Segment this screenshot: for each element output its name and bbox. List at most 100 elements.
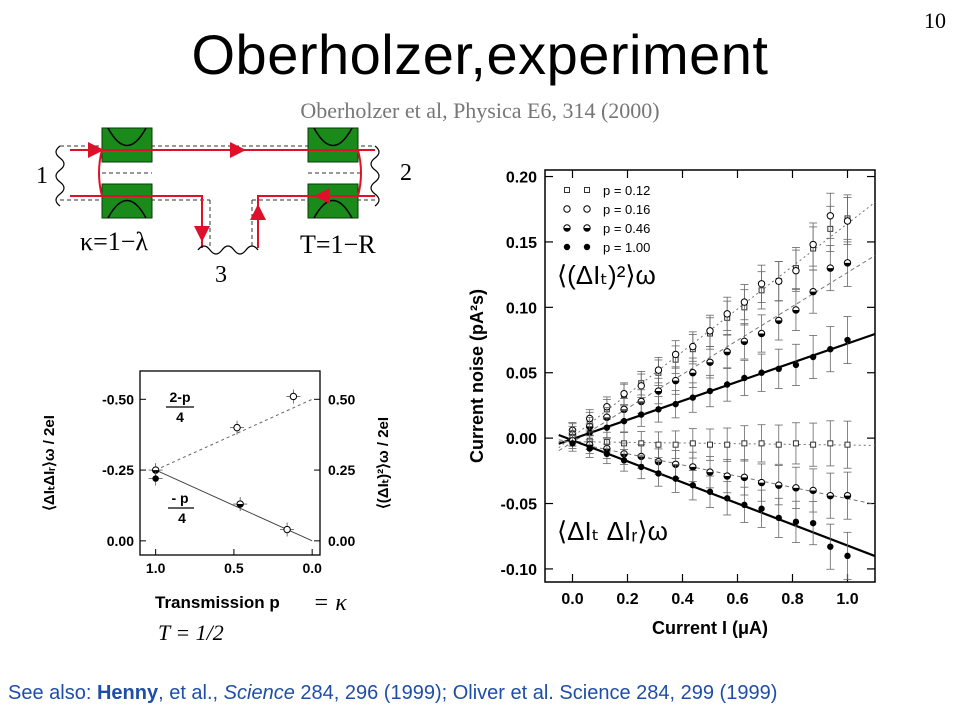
legend-label: p = 0.12 xyxy=(603,183,650,198)
data-point xyxy=(844,552,851,560)
data-point xyxy=(843,217,852,225)
annotation-crosscorrelation: ⟨ΔIₜ ΔIᵣ⟩ω xyxy=(557,516,668,546)
data-point xyxy=(844,336,851,344)
data-point xyxy=(637,382,645,390)
x-axis-label: Transmission p xyxy=(155,593,280,612)
footer-ref: 284, 296 (1999); Oliver et al. Science 2… xyxy=(294,682,778,704)
data-point xyxy=(620,457,628,464)
x-tick-label: 0.2 xyxy=(616,591,638,608)
series-p-0-16 xyxy=(568,192,852,439)
y-tick-label-right: 0.25 xyxy=(328,462,355,478)
data-point xyxy=(775,365,782,373)
data-point xyxy=(827,440,834,447)
x-tick-label: 0.4 xyxy=(671,591,693,608)
data-point xyxy=(723,310,731,318)
slide-number: 10 xyxy=(924,8,946,33)
data-point xyxy=(792,518,800,526)
terminal-2-label: 2 xyxy=(400,160,412,186)
data-point xyxy=(689,463,697,471)
kappa-label: κ=1−λ xyxy=(80,227,148,256)
x-axis-label-kappa: = κ xyxy=(313,590,347,616)
edge-channels xyxy=(70,142,375,248)
fit-line xyxy=(558,433,876,558)
slide-subtitle: Oberholzer et al, Physica E6, 314 (2000) xyxy=(300,98,660,123)
fit-line xyxy=(558,332,876,445)
series-p-0-46 xyxy=(568,238,852,443)
legend-label: p = 0.16 xyxy=(603,202,650,217)
legend-marker xyxy=(563,205,571,213)
legend-marker xyxy=(583,243,591,251)
data-point xyxy=(603,424,611,431)
data-point xyxy=(672,441,679,448)
data-point xyxy=(706,327,714,335)
legend-marker xyxy=(563,224,571,232)
y-tick-label: 0.20 xyxy=(506,170,537,187)
data-point xyxy=(741,440,748,447)
fit-line xyxy=(558,255,876,452)
data-point xyxy=(843,259,852,267)
y-axis-label: Current noise (pA²s) xyxy=(467,289,487,463)
annotation-lower-denominator: 4 xyxy=(178,510,186,526)
data-point xyxy=(152,475,159,482)
data-point xyxy=(569,440,576,447)
plot-frame xyxy=(139,370,321,556)
data-point xyxy=(741,374,748,382)
data-point xyxy=(706,358,714,366)
data-point xyxy=(792,440,799,447)
footer-mid: , et al., xyxy=(158,682,224,704)
data-point xyxy=(283,525,291,534)
data-point xyxy=(638,463,645,471)
data-point xyxy=(723,472,731,480)
data-point xyxy=(707,441,713,448)
data-point xyxy=(826,491,835,500)
legend-marker xyxy=(563,243,571,251)
y-tick-label: -0.05 xyxy=(501,497,538,514)
data-point xyxy=(671,350,680,359)
fit-line xyxy=(558,201,876,449)
data-point xyxy=(706,468,714,476)
legend-label: p = 0.46 xyxy=(603,221,650,236)
x-tick-label: 0.6 xyxy=(726,591,748,608)
data-point xyxy=(723,348,731,356)
footer-journal-science: Science xyxy=(223,682,295,704)
annotation-lower-numerator: - p xyxy=(171,490,188,506)
y-tick-label-left: 0.00 xyxy=(107,533,134,549)
data-point xyxy=(740,473,749,482)
data-point xyxy=(757,478,766,487)
data-point xyxy=(809,486,817,495)
data-point xyxy=(758,369,765,376)
data-point xyxy=(792,306,800,314)
data-point xyxy=(775,441,782,448)
data-point xyxy=(809,240,817,249)
data-point xyxy=(689,482,697,489)
x-tick-label: 1.0 xyxy=(836,591,858,608)
transmission-note: T = 1/2 xyxy=(158,620,224,645)
data-point xyxy=(586,445,593,452)
data-point xyxy=(689,440,696,447)
data-point xyxy=(654,387,663,395)
data-point xyxy=(757,280,766,288)
data-point xyxy=(757,329,766,338)
data-point xyxy=(723,495,731,502)
x-tick-label: 0.8 xyxy=(781,591,803,608)
data-point xyxy=(809,519,817,527)
legend: p = 0.12 p = 0.16 p = 0.46 p = 1.00 xyxy=(563,183,650,255)
data-point xyxy=(826,212,835,220)
fit-line xyxy=(558,439,876,505)
data-point xyxy=(775,514,782,522)
x-axis-label: Current I (μA) xyxy=(652,618,768,638)
data-point xyxy=(740,298,749,306)
data-point xyxy=(792,361,800,369)
data-point xyxy=(809,353,817,361)
plot-frame xyxy=(544,169,876,583)
data-point xyxy=(672,475,679,482)
data-point xyxy=(655,406,662,413)
transmission-label: T=1−R xyxy=(300,230,376,259)
annotation-autocorrelation: ⟨(ΔIₜ)²⟩ω xyxy=(557,260,656,290)
data-point xyxy=(843,491,852,500)
x-tick-label: 0.0 xyxy=(302,560,322,576)
data-point xyxy=(741,501,748,509)
fit-line-upper xyxy=(155,398,313,471)
data-point xyxy=(775,316,783,325)
x-tick-label: 1.0 xyxy=(146,560,166,576)
